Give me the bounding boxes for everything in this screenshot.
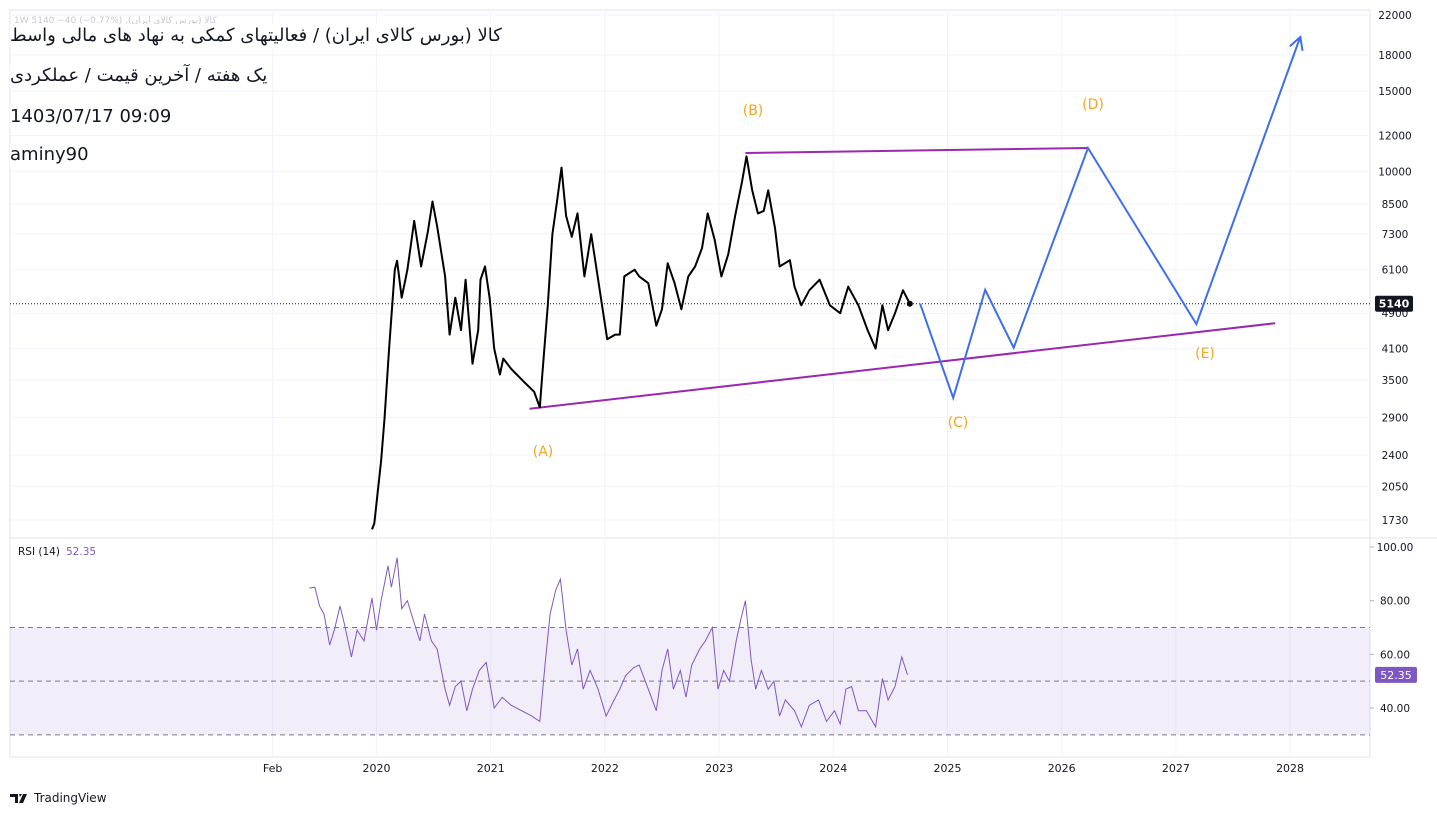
x-tick-label: 2020 — [363, 762, 391, 775]
symbol-legend: کالا (بورس کالای ایران), 1W 5140 −40 (−0… — [14, 16, 217, 26]
price-line — [371, 155, 911, 530]
y-tick-label: 18000 — [1378, 50, 1411, 62]
x-tick-label: 2025 — [933, 762, 961, 775]
x-tick-label: 2028 — [1276, 762, 1304, 775]
y-tick-label: 6100 — [1382, 265, 1409, 277]
y-tick-label: 1730 — [1382, 515, 1409, 527]
y-tick-label: 10000 — [1378, 167, 1411, 179]
last-point — [906, 300, 913, 307]
y-tick-label: 8500 — [1382, 199, 1409, 211]
rsi-value-box — [1375, 666, 1417, 683]
y-tick-label: 4100 — [1382, 344, 1409, 356]
chart-date: 1403/07/17 09:09 — [10, 106, 172, 127]
x-tick-label: 2026 — [1048, 762, 1076, 775]
y-tick-label: 2050 — [1382, 481, 1409, 493]
y-tick-label: 100.00 — [1377, 542, 1414, 554]
x-tick-label: 2024 — [819, 762, 847, 775]
chart-author: aminy90 — [10, 144, 89, 165]
y-tick-label: 3500 — [1382, 375, 1409, 387]
trend-drawing — [529, 322, 1276, 410]
rsi-title: RSI (14) — [18, 546, 60, 558]
last-price-label: 5140 — [1379, 298, 1410, 311]
y-tick-label: 2400 — [1382, 450, 1409, 462]
annotation: (C) — [948, 415, 969, 431]
rsi-value-label: 52.35 — [1380, 669, 1412, 682]
chart-title: کالا (بورس کالای ایران) / فعالیتهای کمکی… — [10, 25, 502, 46]
y-tick-label: 40.00 — [1380, 703, 1410, 715]
last-price-box — [1375, 295, 1413, 312]
logo — [10, 794, 27, 803]
y-tick-label: 12000 — [1378, 130, 1411, 142]
y-tick-label: 22000 — [1378, 10, 1411, 22]
trend-drawing — [745, 147, 1089, 154]
annotation: (B) — [743, 103, 764, 119]
chart-subtitle: یک هفته / آخرین قیمت / عملکردی — [10, 65, 268, 86]
x-tick-label: 2022 — [591, 762, 619, 775]
x-tick-label: Feb — [263, 762, 282, 775]
price-grid — [10, 14, 1370, 521]
x-tick-label: 2027 — [1162, 762, 1190, 775]
trend-drawing — [919, 36, 1302, 402]
footer-text: TradingView — [34, 791, 107, 805]
x-tick-label: 2023 — [705, 762, 733, 775]
annotation: (D) — [1082, 97, 1104, 113]
arrow-head — [1289, 34, 1304, 51]
y-tick-label: 7300 — [1382, 229, 1409, 241]
rsi-line — [309, 557, 908, 729]
rsi-legend-value: 52.35 — [66, 546, 96, 558]
footer: TradingView — [10, 791, 107, 805]
y-tick-label: 2900 — [1382, 412, 1409, 424]
x-tick-label: 2021 — [477, 762, 505, 775]
annotation: (E) — [1195, 346, 1215, 362]
annotation: (A) — [533, 444, 554, 460]
y-tick-label: 80.00 — [1380, 596, 1410, 608]
y-tick-label: 15000 — [1378, 86, 1411, 98]
y-tick-label: 60.00 — [1380, 649, 1410, 661]
